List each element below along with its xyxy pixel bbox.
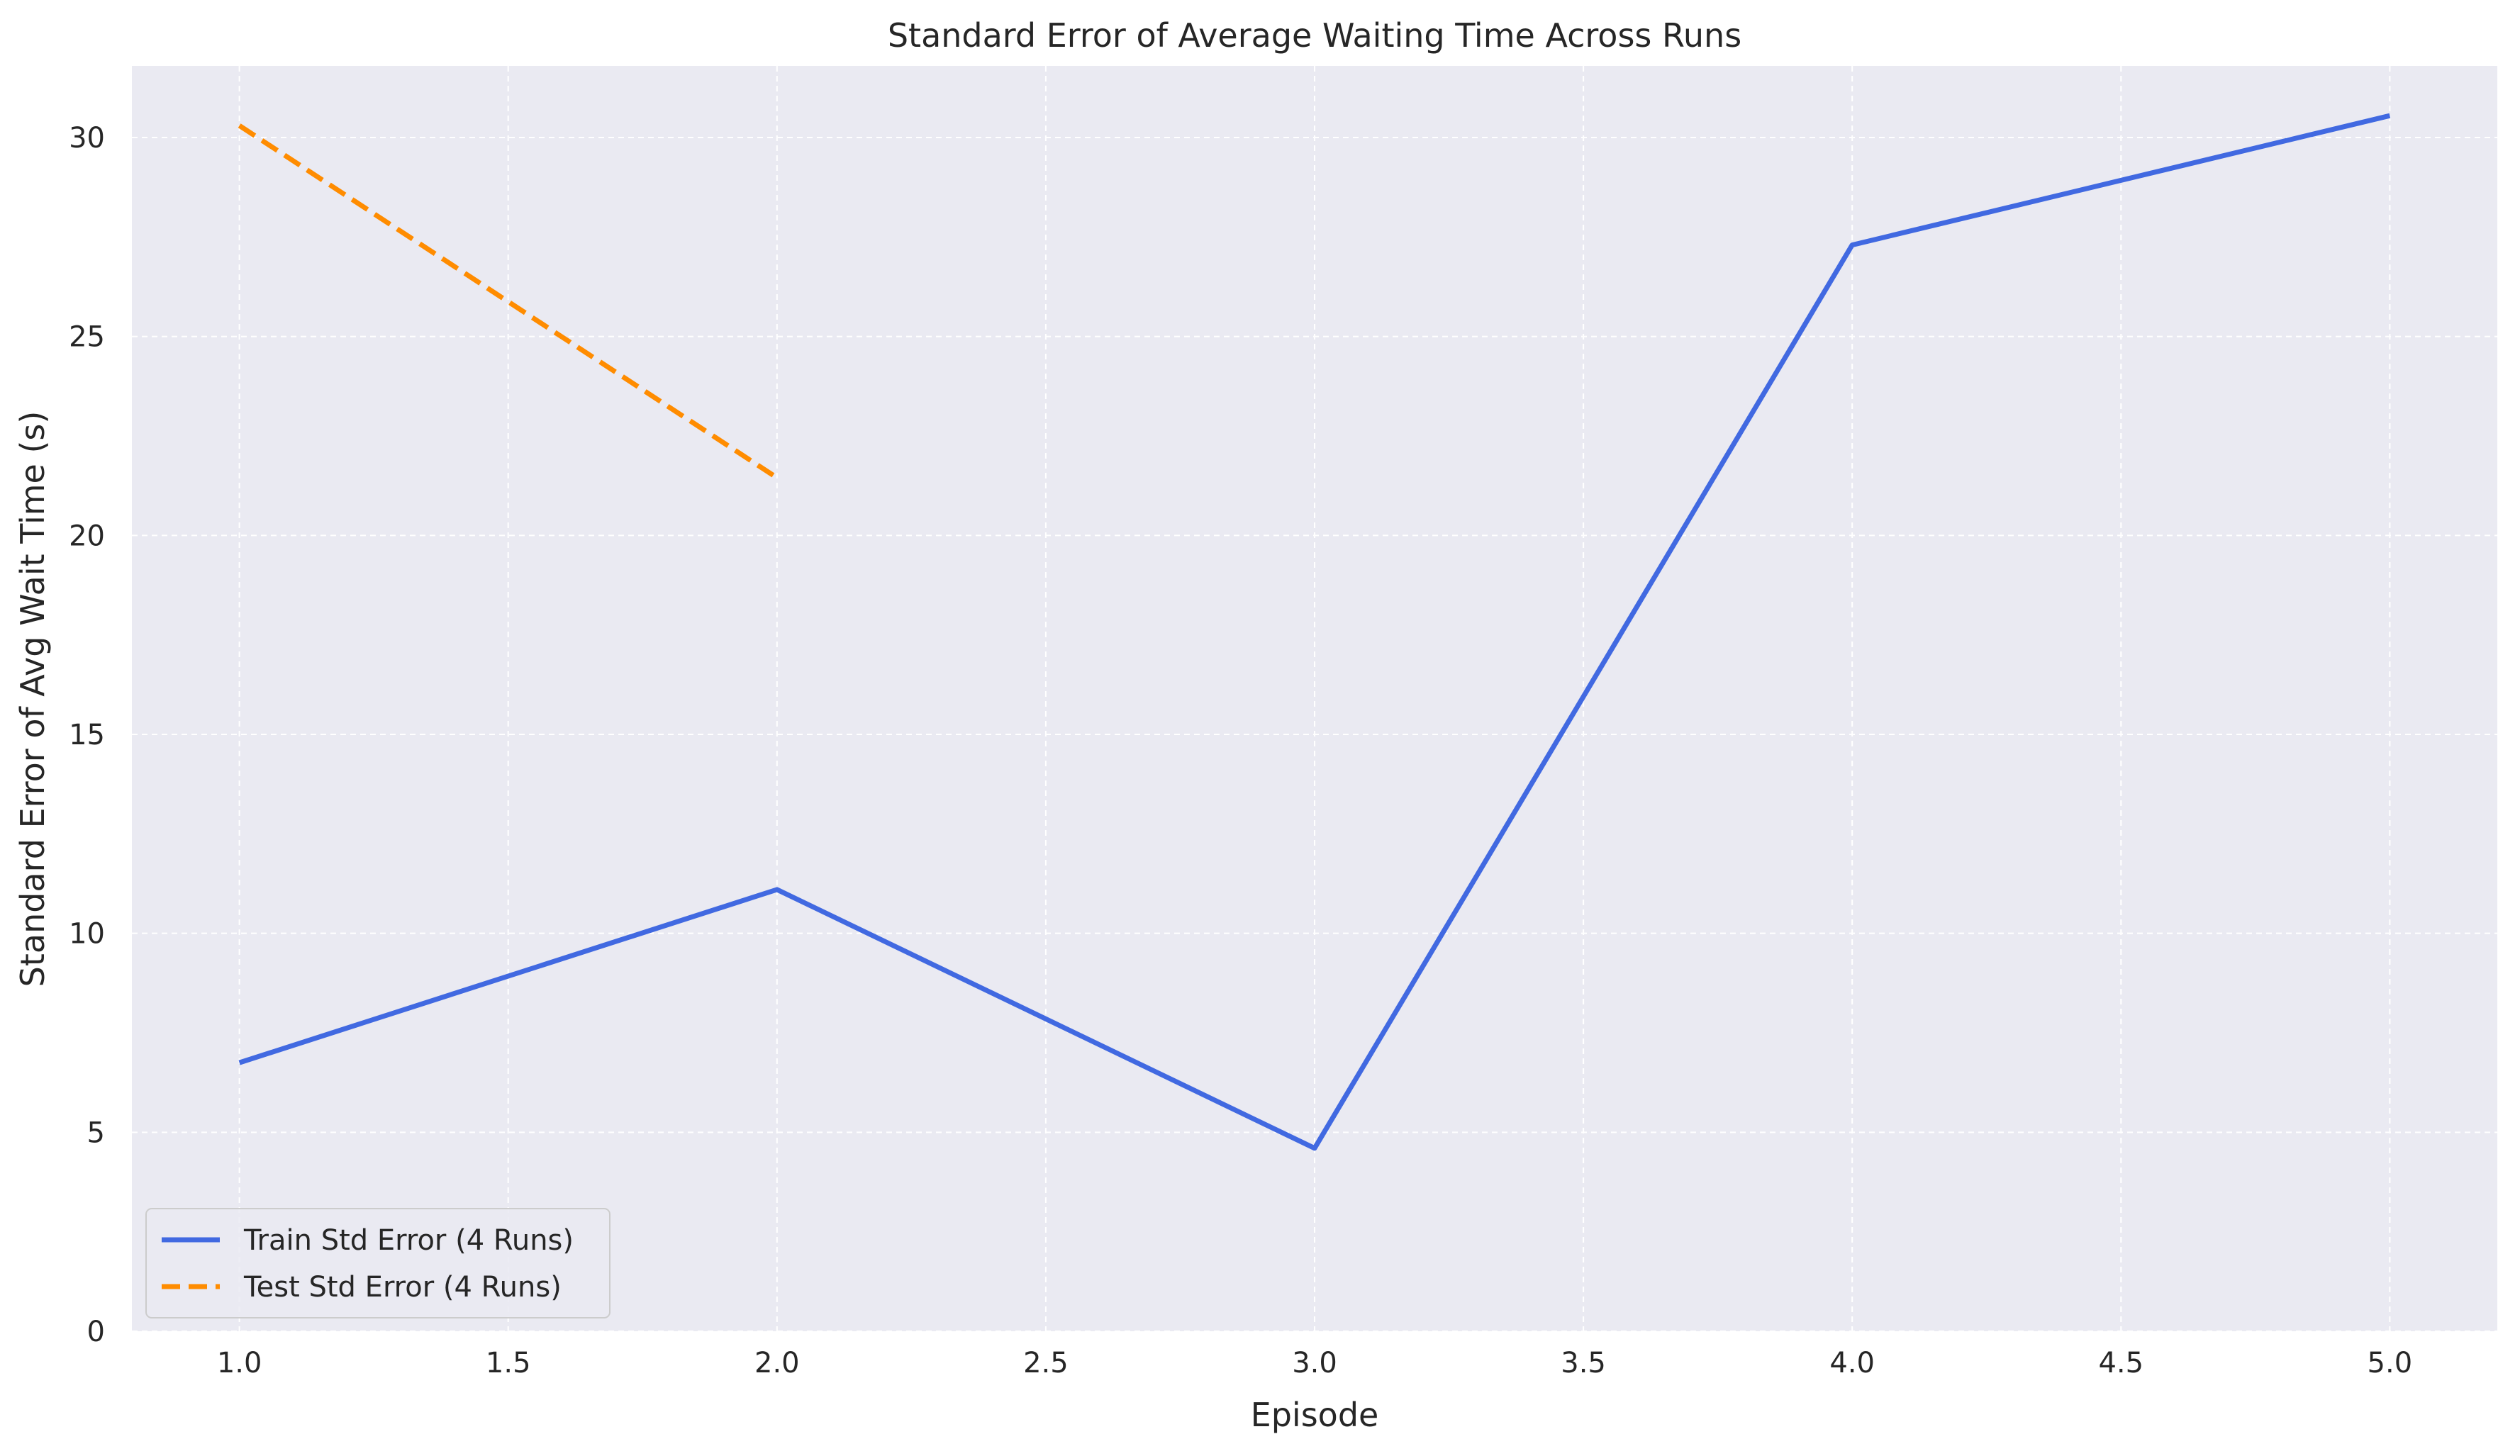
x-axis-label: Episode: [1251, 1396, 1379, 1434]
y-axis-ticks: 0 5 10 15 20 25 30: [69, 122, 105, 1348]
legend-label: Test Std Error (4 Runs): [243, 1271, 562, 1304]
legend-label: Train Std Error (4 Runs): [243, 1224, 574, 1257]
x-axis-ticks: 1.0 1.5 2.0 2.5 3.0 3.5 4.0 4.5 5.0: [217, 1347, 2412, 1379]
x-tick-label: 1.0: [217, 1347, 262, 1379]
series-line-1: [238, 113, 2391, 1151]
legend-box: [145, 1208, 611, 1318]
y-tick-label: 10: [69, 918, 105, 951]
y-tick-label: 20: [69, 520, 105, 552]
x-tick-label: 4.5: [2098, 1347, 2143, 1379]
x-tick-label: 3.5: [1561, 1347, 1606, 1379]
y-tick-label: 30: [69, 122, 105, 155]
chart-title: Standard Error of Average Waiting Time A…: [888, 16, 1741, 55]
grid-lines: [132, 66, 2497, 1332]
y-tick-label: 0: [87, 1316, 105, 1348]
y-axis-label: Standard Error of Avg Wait Time (s): [13, 411, 52, 987]
legend: Train Std Error (4 Runs) Test Std Error (…: [145, 1208, 611, 1318]
x-tick-label: 2.0: [754, 1347, 800, 1379]
x-tick-label: 4.0: [1829, 1347, 1875, 1379]
y-tick-label: 5: [87, 1116, 105, 1149]
x-tick-label: 2.5: [1023, 1347, 1069, 1379]
series-layer: [238, 113, 2391, 1151]
x-tick-label: 5.0: [2368, 1347, 2413, 1379]
x-tick-label: 1.5: [486, 1347, 531, 1379]
y-tick-label: 15: [69, 719, 105, 751]
x-tick-label: 3.0: [1292, 1347, 1337, 1379]
y-tick-label: 25: [69, 321, 105, 354]
